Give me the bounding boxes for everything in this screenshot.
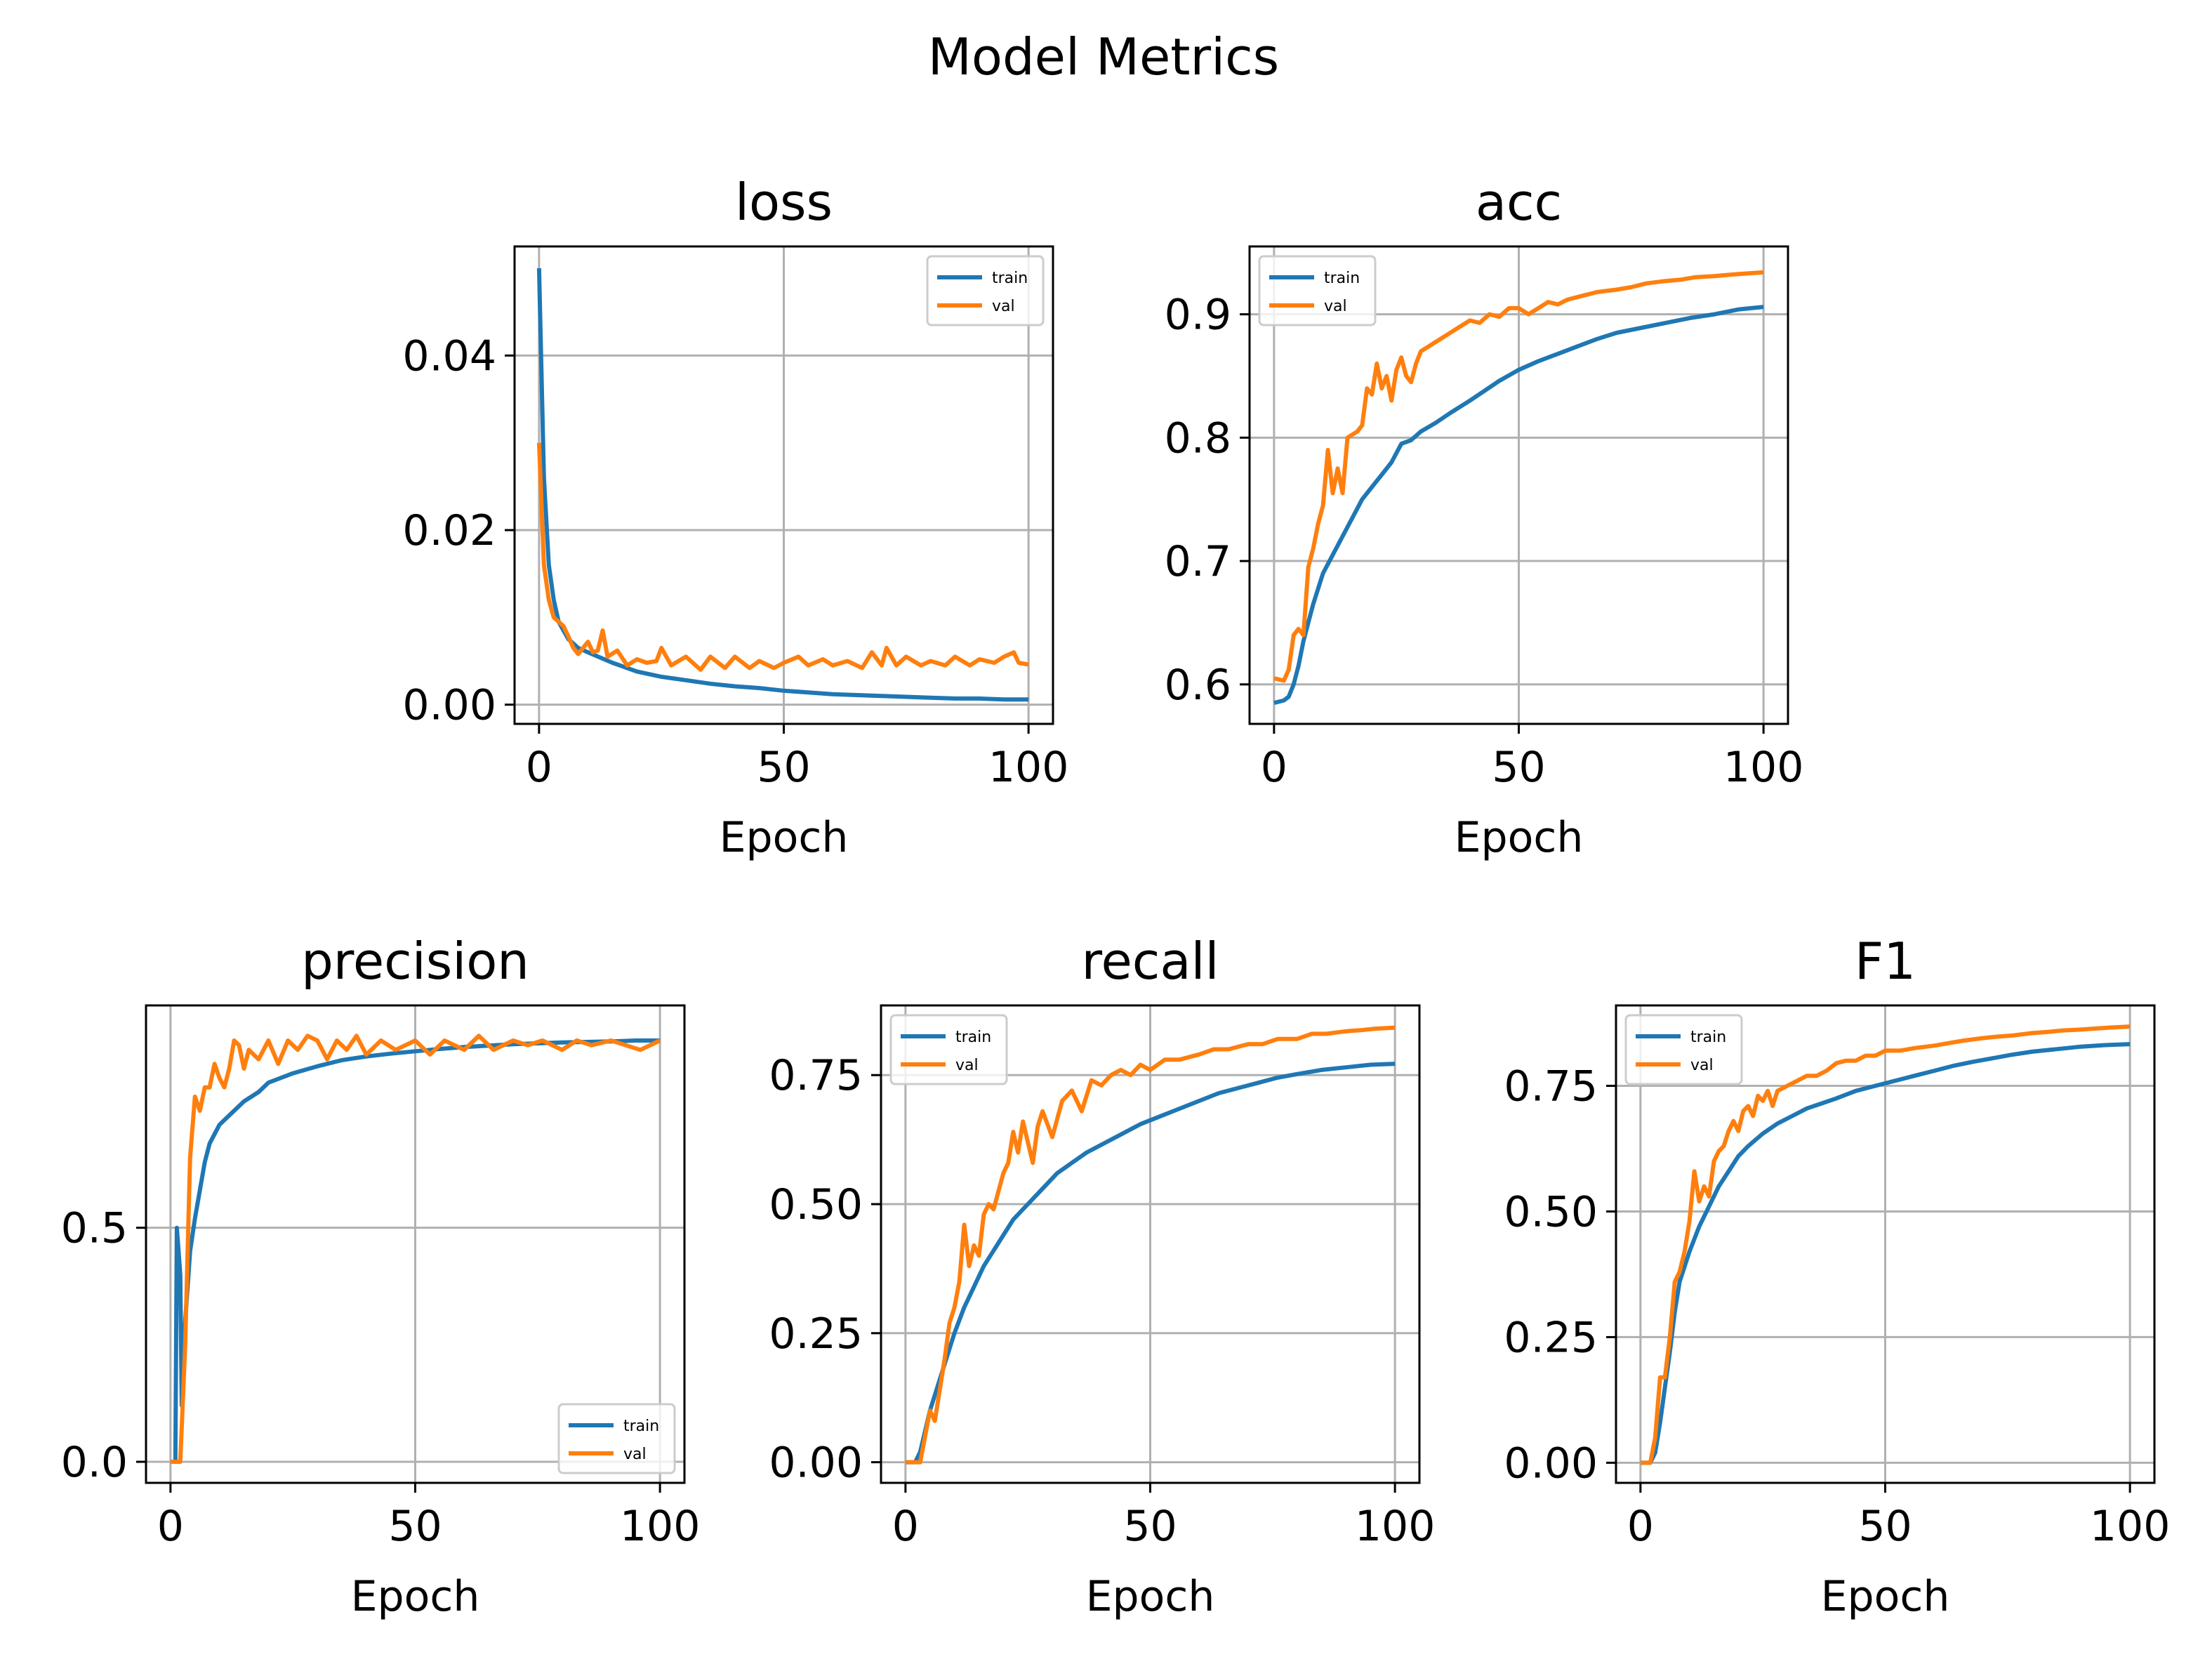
series-line-val: [905, 1025, 1396, 1465]
legend-label-train: train: [623, 1418, 659, 1435]
legend-label-val: val: [1690, 1057, 1714, 1074]
x-tick-label: 50: [1492, 743, 1545, 792]
subplot-title: acc: [1476, 173, 1562, 232]
y-tick-label: 0.8: [1165, 414, 1231, 463]
figure-title: Model Metrics: [928, 27, 1279, 86]
legend-label-val: val: [955, 1057, 979, 1074]
legend-label-train: train: [955, 1029, 991, 1046]
y-tick-label: 0.75: [769, 1051, 863, 1100]
y-tick-label: 0.25: [1504, 1313, 1598, 1362]
legend-label-val: val: [1324, 298, 1347, 315]
y-tick-label: 0.9: [1165, 291, 1231, 340]
subplot-title: precision: [301, 932, 529, 991]
subplot-title: loss: [735, 173, 833, 232]
legend-label-val: val: [992, 298, 1015, 315]
series-line-val: [170, 1034, 661, 1464]
y-tick-label: 0.6: [1165, 661, 1231, 710]
x-tick-label: 100: [620, 1502, 701, 1551]
legend: train val: [1624, 1014, 1743, 1085]
x-axis-label: Epoch: [351, 1572, 480, 1621]
x-tick-label: 50: [1123, 1502, 1177, 1551]
x-tick-label: 100: [2090, 1502, 2171, 1551]
y-tick-label: 0.7: [1165, 537, 1231, 586]
subplot-recall: 0 50 100 0.00 0.25 0.50 0.75 recall Epoch train va…: [769, 932, 1435, 1621]
subplot-precision: 0 50 100 0.0 0.5 precision Epoch train val: [61, 932, 701, 1621]
y-tick-label: 0.00: [769, 1439, 863, 1488]
x-tick-label: 0: [1261, 743, 1287, 792]
legend: train val: [926, 255, 1045, 326]
legend-label-train: train: [992, 270, 1028, 287]
x-tick-label: 0: [526, 743, 552, 792]
x-tick-label: 50: [757, 743, 810, 792]
subplot-acc: 0 50 100 0.6 0.7 0.8 0.9 acc Epoch train val: [1165, 173, 1804, 862]
x-axis-label: Epoch: [1086, 1572, 1215, 1621]
series-line-val: [1273, 270, 1764, 683]
y-tick-label: 0.25: [769, 1309, 863, 1359]
x-tick-label: 100: [1355, 1502, 1436, 1551]
series-line-train: [1273, 305, 1764, 706]
x-tick-label: 0: [892, 1502, 919, 1551]
y-tick-label: 0.02: [402, 506, 496, 555]
y-tick-label: 0.75: [1504, 1062, 1598, 1111]
legend-box: [926, 255, 1045, 326]
x-tick-label: 50: [1858, 1502, 1912, 1551]
y-tick-label: 0.00: [1504, 1439, 1598, 1488]
legend-box: [557, 1403, 676, 1474]
x-tick-label: 0: [157, 1502, 184, 1551]
legend-label-val: val: [623, 1446, 647, 1463]
x-tick-label: 100: [988, 743, 1069, 792]
legend: train val: [889, 1014, 1008, 1085]
legend-label-train: train: [1324, 270, 1360, 287]
y-tick-label: 0.04: [402, 331, 496, 381]
series-line-train: [1640, 1042, 2131, 1465]
legend-box: [1624, 1014, 1743, 1085]
legend: train val: [557, 1403, 676, 1474]
x-tick-label: 0: [1627, 1502, 1654, 1551]
legend: train val: [1258, 255, 1377, 326]
y-tick-label: 0.50: [769, 1180, 863, 1229]
y-tick-label: 0.00: [402, 681, 496, 730]
subplot-title: F1: [1855, 932, 1916, 991]
legend-label-train: train: [1690, 1029, 1726, 1046]
legend-box: [1258, 255, 1377, 326]
x-tick-label: 50: [388, 1502, 442, 1551]
subplot-loss: 0 50 100 0.00 0.02 0.04 loss Epoch train val: [402, 173, 1068, 862]
subplot-f1: 0 50 100 0.00 0.25 0.50 0.75 F1 Epoch train val: [1504, 932, 2170, 1621]
series-line-val: [536, 442, 1029, 672]
x-axis-label: Epoch: [1455, 813, 1584, 862]
y-tick-label: 0.5: [61, 1204, 128, 1253]
legend-box: [889, 1014, 1008, 1085]
y-tick-label: 0.0: [61, 1438, 128, 1487]
x-axis-label: Epoch: [1821, 1572, 1950, 1621]
series-line-val: [1640, 1024, 2131, 1465]
subplot-title: recall: [1081, 932, 1219, 991]
x-axis-label: Epoch: [720, 813, 849, 862]
y-tick-label: 0.50: [1504, 1187, 1598, 1236]
x-tick-label: 100: [1723, 743, 1804, 792]
